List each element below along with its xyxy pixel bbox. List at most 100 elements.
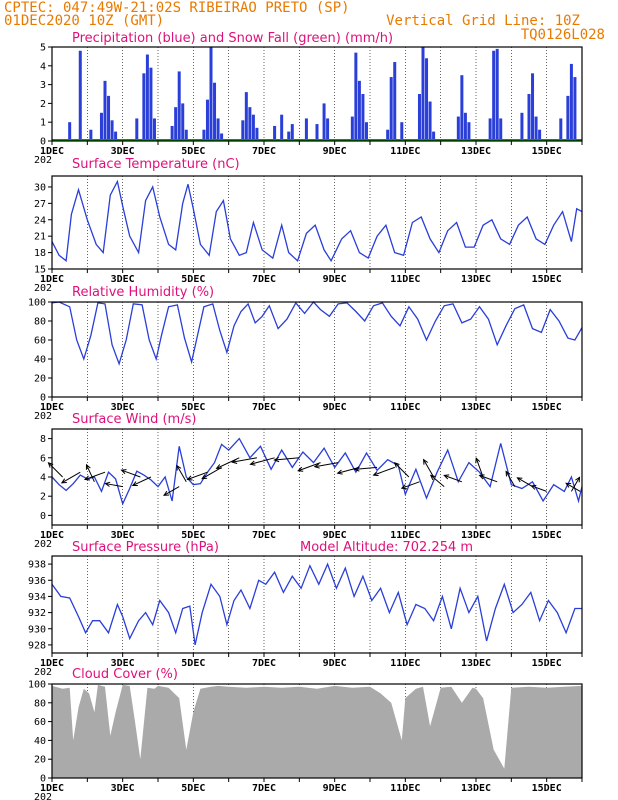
temperature-ytick-label: 18 (34, 248, 46, 259)
pressure-ytick-label: 934 (28, 592, 46, 603)
precip-bar (142, 73, 146, 141)
wind-arrow-head (186, 475, 193, 481)
precip-bar (386, 129, 390, 141)
wind-xtick-label: 7DEC (252, 530, 276, 541)
cloud-cover-xtick-label: 9DEC (323, 783, 347, 794)
temperature-title: Surface Temperature (nC) (72, 157, 240, 172)
wind-arrow (475, 457, 484, 478)
pressure-xtick-label: 7DEC (252, 658, 276, 669)
wind-xtick-label: 9DEC (323, 530, 347, 541)
precip-bar (432, 131, 436, 141)
wind-arrow-head (273, 456, 280, 463)
precip-bar (531, 73, 535, 141)
precip-bar (68, 122, 72, 141)
precip-bar (174, 107, 178, 141)
precipitation-frame (51, 46, 583, 142)
wind-arrow-shaft (61, 471, 81, 484)
humidity-xtick-label: 15DEC (532, 402, 562, 413)
wind-arrow-head (530, 484, 537, 490)
wind-ytick-label: 4 (40, 473, 46, 484)
precip-bar (205, 99, 209, 141)
precip-bar (107, 95, 111, 141)
wind-arrow-shaft (86, 464, 95, 483)
wind-xtick-label: 11DEC (390, 530, 420, 541)
precip-bar (495, 48, 499, 141)
precipitation-ytick-label: 2 (40, 99, 46, 110)
precip-bar (209, 47, 213, 141)
precip-bar (467, 122, 471, 141)
wind-arrow-head (176, 464, 182, 471)
cloud-cover-ytick-label: 0 (40, 774, 46, 785)
wind-arrow-head (83, 475, 91, 481)
wind-arrow (478, 474, 498, 483)
wind-arrow-shaft (163, 486, 180, 496)
wind-arrow-head (475, 457, 481, 464)
wind-arrow-head (313, 463, 320, 469)
wind-arrow-head (400, 484, 407, 490)
precipitation-ytick-label: 5 (40, 43, 46, 54)
cloud-cover-xtick-label: 11DEC (390, 783, 420, 794)
wind-arrow-head (505, 470, 511, 477)
precip-bar (520, 112, 524, 141)
wind-arrow-shaft (475, 458, 484, 478)
wind-arrow-shaft (274, 457, 300, 461)
wind-arrow-head (60, 478, 67, 484)
temperature-xtick-label: 13DEC (461, 274, 491, 285)
precipitation-year-label: 202 (34, 155, 52, 166)
temperature-panel: Surface Temperature (nC) 15 18 21 24 27 30 1DEC… (34, 157, 583, 294)
precipitation-xtick-label: 13DEC (461, 146, 491, 157)
wind-panel: Surface Wind (m/s) 0 2 4 6 8 1DEC 3DEC 5DEC 7DEC 9… (34, 412, 583, 550)
wind-title: Surface Wind (m/s) (72, 412, 196, 427)
wind-arrow (104, 481, 123, 488)
humidity-xtick-label: 5DEC (181, 402, 205, 413)
precip-bar (170, 125, 174, 141)
wind-arrow (423, 458, 435, 478)
precipitation-xtick-label: 1DEC (40, 146, 64, 157)
wind-arrow-head (336, 469, 343, 475)
wind-arrow (353, 466, 378, 472)
wind-arrow (400, 481, 420, 490)
precip-bar (213, 82, 217, 141)
model-id: TQ0126L028 (521, 27, 605, 43)
precipitation-panel: Precipitation (blue) and Snow Fall (gree… (34, 31, 583, 166)
wind-arrow-head (565, 482, 572, 488)
temperature-xtick-label: 7DEC (252, 274, 276, 285)
cloud-cover-title: Cloud Cover (%) (72, 667, 178, 682)
precip-bar (287, 131, 291, 141)
humidity-year-label: 202 (34, 411, 52, 422)
wind-arrow-shaft (105, 483, 123, 488)
pressure-xtick-label: 11DEC (390, 658, 420, 669)
precip-bar (428, 101, 432, 141)
wind-frame (51, 428, 583, 526)
humidity-xtick-label: 1DEC (40, 402, 64, 413)
humidity-frame (51, 301, 583, 398)
precip-bar (527, 94, 531, 141)
precip-bar (145, 54, 149, 141)
pressure-xtick-label: 3DEC (111, 658, 135, 669)
run-datetime: 01DEC2020 10Z (GMT) (4, 13, 164, 29)
wind-arrow (249, 457, 275, 466)
cloud-cover-ytick-label: 40 (34, 736, 46, 747)
precip-bar (152, 118, 156, 141)
wind-arrow-head (215, 464, 222, 469)
precip-bar (103, 80, 107, 141)
precip-bar (251, 114, 255, 141)
precipitation-ytick-label: 0 (40, 137, 46, 148)
precipitation-ytick-label: 4 (40, 61, 46, 72)
cloud-cover-frame (51, 683, 583, 779)
temperature-year-label: 202 (34, 283, 52, 294)
wind-arrow-shaft (401, 481, 420, 489)
precip-bar (400, 122, 404, 141)
temperature-xtick-label: 11DEC (390, 274, 420, 285)
temperature-xtick-label: 3DEC (111, 274, 135, 285)
wind-arrow-shaft (314, 462, 339, 468)
precip-bar (456, 116, 460, 141)
precip-bar (273, 125, 277, 141)
wind-arrow (85, 463, 95, 483)
wind-arrow-shaft (394, 462, 410, 478)
precip-bar (202, 129, 206, 141)
wind-arrow-shaft (84, 471, 106, 480)
humidity-xtick-label: 13DEC (461, 402, 491, 413)
temperature-frame (51, 175, 583, 270)
